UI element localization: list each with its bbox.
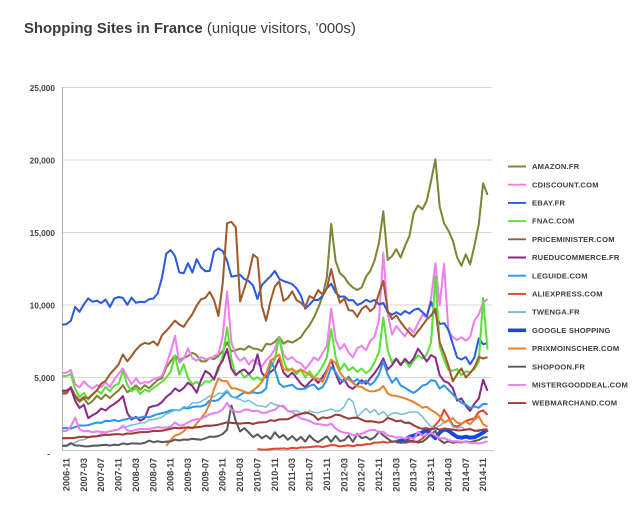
svg-text:TWENGA.FR: TWENGA.FR	[532, 308, 580, 317]
svg-text:2006-11: 2006-11	[62, 458, 72, 491]
svg-text:2011-07: 2011-07	[305, 458, 315, 491]
svg-text:PRIXMOINSCHER.COM: PRIXMOINSCHER.COM	[532, 344, 619, 353]
svg-text:15,000: 15,000	[30, 228, 56, 238]
svg-text:2008-07: 2008-07	[148, 458, 158, 492]
svg-text:5,000: 5,000	[34, 373, 55, 383]
svg-text:2012-07: 2012-07	[357, 458, 367, 492]
svg-text:10,000: 10,000	[30, 300, 56, 310]
svg-text:2014-03: 2014-03	[443, 458, 453, 492]
svg-text:2007-03: 2007-03	[79, 458, 89, 492]
svg-text:2010-07: 2010-07	[253, 458, 263, 492]
svg-text:2007-07: 2007-07	[96, 458, 106, 492]
svg-text:2013-07: 2013-07	[409, 458, 419, 492]
svg-text:2008-11: 2008-11	[166, 458, 176, 491]
svg-text:2010-11: 2010-11	[270, 458, 280, 491]
svg-text:2014-11: 2014-11	[478, 458, 488, 491]
svg-text:2013-03: 2013-03	[391, 458, 401, 492]
svg-text:2009-03: 2009-03	[183, 458, 193, 492]
svg-text:LEGUIDE.COM: LEGUIDE.COM	[532, 271, 588, 280]
svg-text:AMAZON.FR: AMAZON.FR	[532, 162, 580, 171]
svg-text:2014-07: 2014-07	[461, 458, 471, 492]
svg-text:FNAC.COM: FNAC.COM	[532, 217, 575, 226]
svg-text:EBAY.FR: EBAY.FR	[532, 199, 566, 208]
svg-text:2013-11: 2013-11	[426, 458, 436, 491]
svg-text:2012-11: 2012-11	[374, 458, 384, 491]
svg-text:SHOPOON.FR: SHOPOON.FR	[532, 362, 585, 371]
svg-text:20,000: 20,000	[30, 155, 56, 165]
svg-text:2010-03: 2010-03	[235, 458, 245, 492]
svg-text:MISTERGOODDEAL.COM: MISTERGOODDEAL.COM	[532, 381, 628, 390]
svg-text:RUEDUCOMMERCE.FR: RUEDUCOMMERCE.FR	[532, 253, 620, 262]
svg-text:-: -	[47, 449, 50, 459]
svg-text:WEBMARCHAND.COM: WEBMARCHAND.COM	[532, 399, 617, 408]
svg-text:2011-11: 2011-11	[322, 458, 332, 491]
svg-text:GOOGLE SHOPPING: GOOGLE SHOPPING	[532, 326, 611, 335]
svg-text:CDISCOUNT.COM: CDISCOUNT.COM	[532, 180, 599, 189]
svg-text:2008-03: 2008-03	[131, 458, 141, 492]
svg-text:2009-11: 2009-11	[218, 458, 228, 491]
svg-text:2009-07: 2009-07	[200, 458, 210, 492]
svg-text:25,000: 25,000	[30, 83, 56, 93]
svg-text:PRICEMINISTER.COM: PRICEMINISTER.COM	[532, 235, 615, 244]
svg-text:2012-03: 2012-03	[339, 458, 349, 492]
svg-text:2007-11: 2007-11	[114, 458, 124, 491]
svg-text:2011-03: 2011-03	[287, 458, 297, 491]
svg-text:ALIEXPRESS.COM: ALIEXPRESS.COM	[532, 290, 603, 299]
